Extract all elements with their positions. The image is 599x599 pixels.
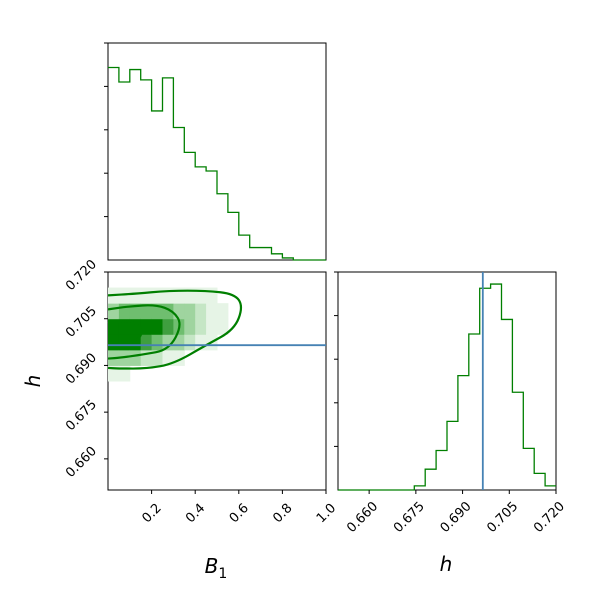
h-marginal-panel: [337, 271, 557, 491]
contour-line: [107, 304, 181, 360]
density-cell: [206, 318, 218, 335]
density-cell: [217, 318, 229, 335]
density-cell: [195, 334, 207, 351]
h-histogram: [338, 283, 556, 491]
density-cell: [140, 334, 153, 351]
density-cell: [140, 349, 153, 366]
density-cell: [118, 303, 131, 320]
density-cell: [140, 303, 153, 320]
density-cell: [184, 287, 196, 304]
density-cell: [129, 334, 142, 351]
density-cell: [162, 334, 174, 351]
density-cell: [108, 334, 120, 351]
x-tick-label-b1: 0.6: [227, 501, 252, 526]
density-cell: [108, 365, 120, 382]
density-cell: [217, 303, 229, 320]
density-cell: [151, 349, 163, 366]
density-cell: [151, 318, 163, 335]
contour-line: [107, 289, 243, 370]
density-cell: [195, 303, 207, 320]
density-cell: [162, 303, 174, 320]
density-cell: [206, 287, 218, 304]
joint-contours-layer: [107, 289, 243, 370]
density-cell: [151, 287, 163, 304]
density-cell: [162, 318, 174, 335]
density-cell: [129, 303, 142, 320]
density-cell: [206, 303, 218, 320]
density-cell: [184, 318, 196, 335]
density-cell: [129, 349, 142, 366]
density-cell: [140, 318, 153, 335]
y-tick-label-h: 0.675: [63, 397, 100, 434]
x-tick-label-h: 0.690: [438, 499, 475, 536]
density-cell: [184, 334, 196, 351]
x-tick-label-b1: 0.8: [270, 501, 295, 526]
y-tick-label-h: 0.720: [63, 257, 100, 294]
density-cell: [108, 303, 120, 320]
x-tick-label-b1: 0.4: [183, 501, 208, 526]
y-tick-label-h: 0.690: [63, 350, 100, 387]
joint-density-layer: [108, 287, 229, 382]
density-cell: [195, 287, 207, 304]
x-tick-label-b1: 1.0: [314, 501, 339, 526]
density-cell: [118, 334, 131, 351]
density-cell: [173, 349, 185, 366]
density-cell: [162, 349, 174, 366]
density-cell: [151, 303, 163, 320]
density-cell: [118, 365, 131, 382]
density-cell: [118, 318, 131, 335]
density-cell: [118, 287, 131, 304]
x-tick-label-b1: 0.2: [140, 501, 165, 526]
density-cell: [162, 287, 174, 304]
density-cell: [108, 318, 120, 335]
b1-histogram: [108, 66, 326, 261]
x-axis-label-b1: B1: [205, 554, 228, 582]
y-tick-label-h: 0.660: [63, 444, 100, 481]
x-tick-label-h: 0.660: [344, 499, 381, 536]
b1-marginal-panel: [107, 42, 327, 261]
density-cell: [173, 303, 185, 320]
y-axis-label-h: h: [21, 375, 45, 388]
marginal-histograms-layer: [108, 66, 556, 491]
density-cell: [140, 287, 153, 304]
density-cell: [184, 303, 196, 320]
y-tick-label-h: 0.705: [63, 304, 100, 341]
truth-lines-layer: [108, 272, 484, 490]
x-tick-label-h: 0.720: [531, 499, 568, 536]
density-cell: [129, 318, 142, 335]
density-cell: [151, 334, 163, 351]
density-cell: [173, 334, 185, 351]
x-tick-label-h: 0.675: [391, 499, 428, 536]
density-cell: [173, 287, 185, 304]
x-tick-label-h: 0.705: [484, 499, 521, 536]
density-cell: [195, 318, 207, 335]
x-axis-label-h: h: [440, 552, 453, 576]
contour-line: [107, 319, 143, 346]
density-cell: [129, 287, 142, 304]
